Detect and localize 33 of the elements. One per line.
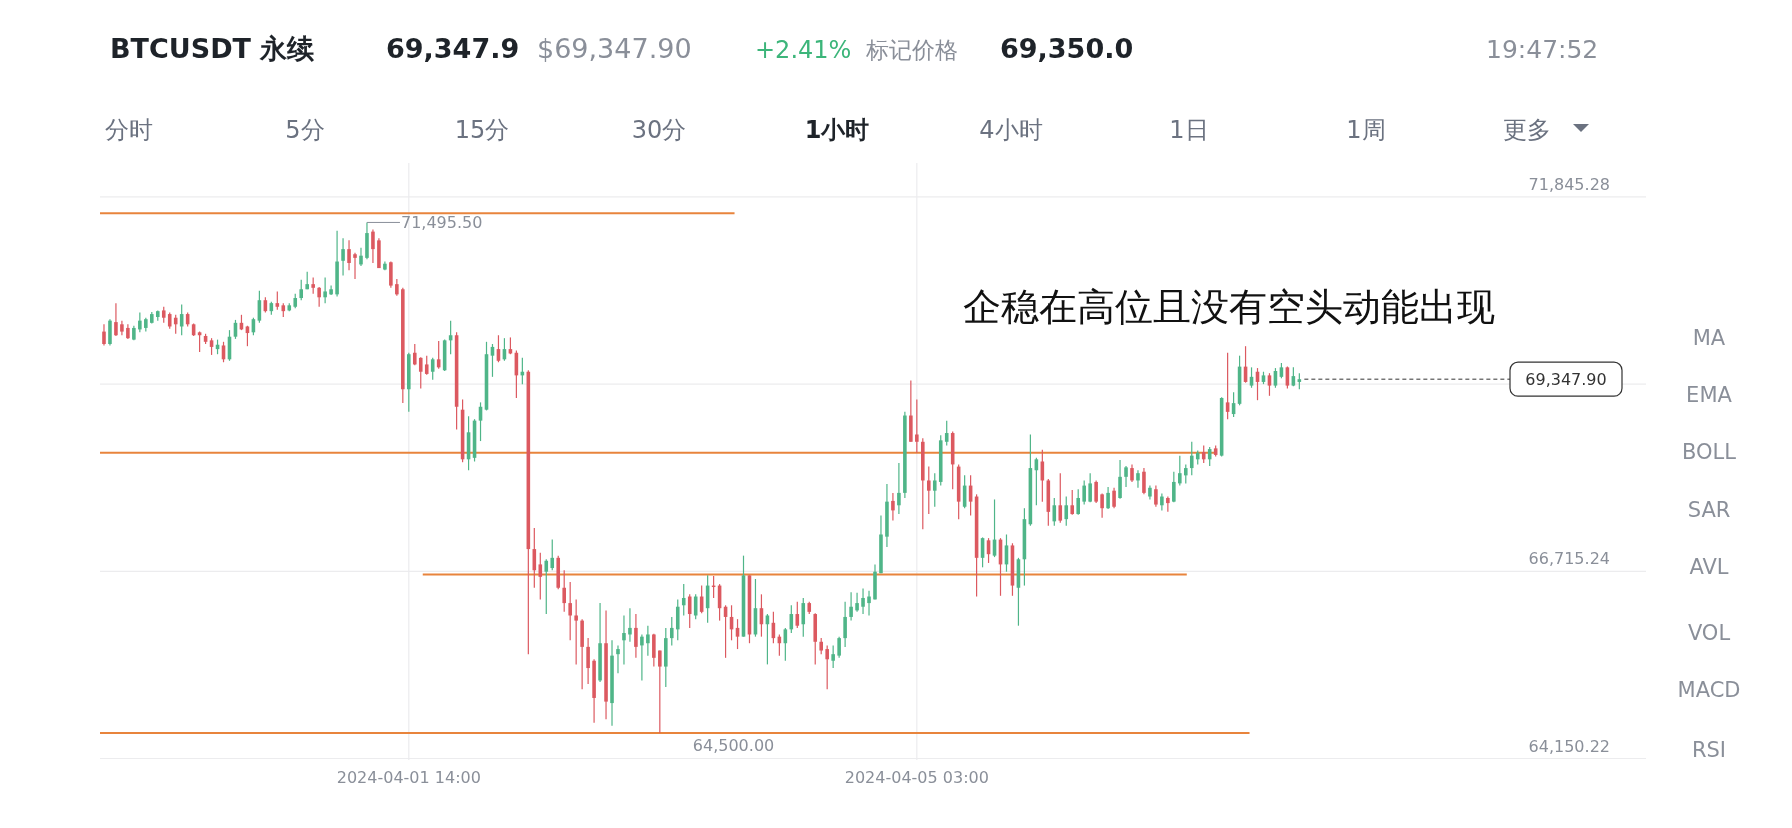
- text: 标记价格: [865, 37, 958, 63]
- text: SAR: [1687, 498, 1731, 522]
- text: 5分: [285, 116, 325, 144]
- text: MACD: [1677, 678, 1741, 702]
- text: MA: [1692, 326, 1726, 350]
- x-tick-label: 2024-04-01 14:00: [336, 768, 481, 787]
- y-tick-label: 71,845.28: [1528, 174, 1610, 194]
- y-tick-label: 64,150.22: [1528, 736, 1610, 756]
- text: 1小时: [804, 116, 870, 144]
- text: EMA: [1686, 383, 1733, 407]
- text: 69,347.9: [386, 33, 520, 64]
- annotation: 71,495.50: [400, 213, 483, 233]
- text: 69,350.0: [1000, 33, 1134, 64]
- chart-title: BTCUSDT 永续: [110, 33, 315, 64]
- text: +2.41%: [755, 36, 852, 64]
- text: 30分: [631, 116, 687, 144]
- text: 4小时: [979, 116, 1043, 144]
- y-tick-label: 66,715.24: [1528, 549, 1610, 569]
- annotation: 64,500.00: [692, 736, 775, 755]
- text: 分时: [105, 116, 153, 144]
- text: RSI: [1691, 738, 1727, 762]
- text: $69,347.90: [537, 33, 692, 64]
- text: BOLL: [1682, 440, 1737, 464]
- annotation: 企稳在高位且没有空头动能出现: [963, 285, 1495, 329]
- text: 15分: [454, 116, 510, 144]
- text: 19:47:52: [1486, 35, 1599, 64]
- text: 更多: [1503, 116, 1551, 144]
- text: 1周: [1346, 116, 1386, 144]
- text: 1日: [1169, 116, 1209, 144]
- x-tick-label: 2024-04-05 03:00: [844, 768, 989, 787]
- ref-line-label: 69,347.90: [1525, 370, 1607, 390]
- text: VOL: [1687, 621, 1731, 645]
- text: AVL: [1689, 555, 1729, 579]
